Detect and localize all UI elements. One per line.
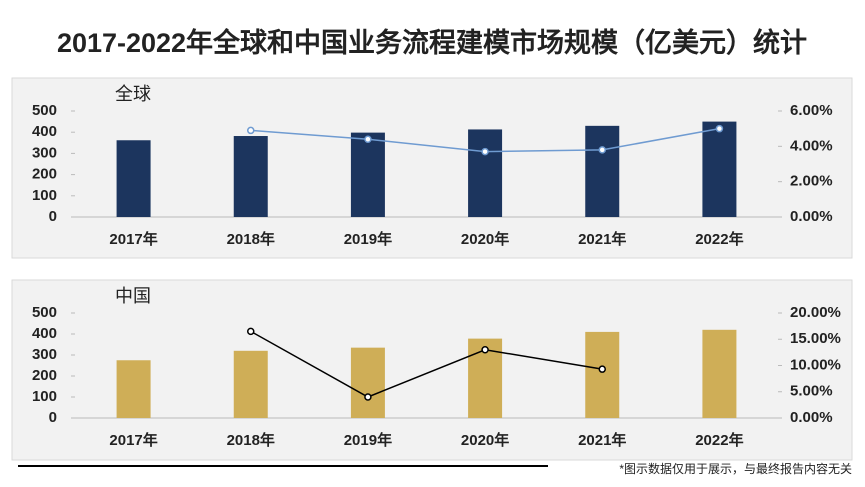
y-tick-label: 0: [49, 409, 57, 426]
x-tick-label: 2021年: [578, 431, 626, 449]
y-tick-label: 0: [49, 208, 57, 225]
x-tick-label: 2020年: [461, 431, 509, 449]
x-tick-label: 2022年: [695, 431, 743, 449]
line-point: [481, 147, 489, 156]
line-point: [364, 393, 372, 401]
y-tick-label: 400: [32, 123, 57, 140]
bar: [585, 125, 620, 217]
line-point: [364, 135, 372, 144]
line-point: [247, 327, 255, 336]
y2-tick-label: 5.00%: [790, 383, 833, 400]
bar: [116, 360, 151, 418]
y2-tick-label: 6.00%: [790, 102, 833, 119]
bar: [702, 329, 737, 418]
bar: [350, 347, 385, 418]
line-point: [715, 124, 724, 133]
x-tick-label: 2020年: [461, 230, 509, 248]
bar: [468, 129, 503, 217]
y2-tick-label: 4.00%: [790, 137, 833, 154]
line-point: [481, 346, 489, 354]
y2-tick-label: 0.00%: [790, 208, 833, 225]
panel-title: 全球: [115, 84, 151, 104]
y2-tick-label: 15.00%: [790, 330, 841, 347]
bar: [350, 132, 385, 217]
x-tick-label: 2019年: [344, 431, 392, 449]
y-tick-label: 200: [32, 166, 57, 183]
line: [250, 330, 603, 398]
x-tick-label: 2018年: [227, 230, 275, 248]
line-point: [598, 365, 606, 373]
y-tick-label: 400: [32, 325, 57, 342]
y-tick-label: 100: [32, 187, 57, 204]
line-point: [247, 126, 255, 135]
y-tick-label: 500: [32, 102, 57, 119]
footnote: *图示数据仅用于展示，与最终报告内容无关: [619, 461, 852, 476]
x-tick-label: 2021年: [578, 230, 626, 248]
y2-tick-label: 10.00%: [790, 356, 841, 373]
y-tick-label: 200: [32, 367, 57, 384]
panel-title: 中国: [115, 286, 151, 306]
x-tick-label: 2018年: [227, 431, 275, 449]
y-tick-label: 100: [32, 388, 57, 405]
x-tick-label: 2017年: [109, 431, 157, 449]
y-tick-label: 500: [32, 304, 57, 321]
bar: [702, 121, 737, 217]
x-tick-label: 2022年: [695, 230, 743, 248]
bar: [233, 136, 268, 217]
bar: [233, 350, 268, 418]
x-tick-label: 2017年: [109, 230, 157, 248]
x-tick-label: 2019年: [344, 230, 392, 248]
y2-tick-label: 0.00%: [790, 409, 833, 426]
y2-tick-label: 2.00%: [790, 173, 833, 190]
y-tick-label: 300: [32, 144, 57, 161]
page-title: 2017-2022年全球和中国业务流程建模市场规模（亿美元）统计: [57, 27, 807, 58]
bar: [116, 140, 151, 217]
line-point: [598, 146, 606, 154]
y2-tick-label: 20.00%: [790, 304, 841, 321]
y-tick-label: 300: [32, 346, 57, 363]
bar: [585, 331, 620, 418]
